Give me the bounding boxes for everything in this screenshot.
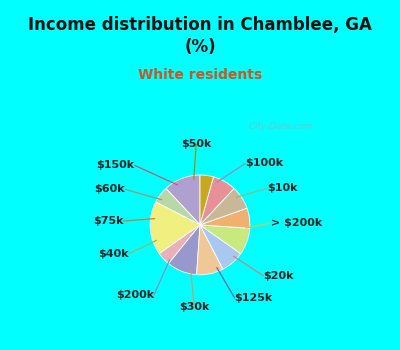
Wedge shape <box>159 225 200 264</box>
Text: > $200k: > $200k <box>271 218 322 228</box>
Text: $60k: $60k <box>94 184 125 194</box>
Text: $200k: $200k <box>116 290 154 300</box>
Text: $125k: $125k <box>234 293 273 303</box>
Wedge shape <box>200 188 247 225</box>
Wedge shape <box>168 225 200 275</box>
Text: White residents: White residents <box>138 68 262 82</box>
Text: $40k: $40k <box>98 248 129 259</box>
Text: $10k: $10k <box>267 183 298 194</box>
Wedge shape <box>200 208 250 228</box>
Wedge shape <box>200 177 234 225</box>
Wedge shape <box>200 175 214 225</box>
Text: $50k: $50k <box>181 139 211 149</box>
Text: $30k: $30k <box>179 302 210 312</box>
Text: $75k: $75k <box>93 216 123 226</box>
Wedge shape <box>200 225 250 254</box>
Wedge shape <box>166 175 200 225</box>
Text: Income distribution in Chamblee, GA
(%): Income distribution in Chamblee, GA (%) <box>28 16 372 56</box>
Wedge shape <box>150 202 200 254</box>
Text: $100k: $100k <box>245 159 283 168</box>
Wedge shape <box>156 188 200 225</box>
Wedge shape <box>196 225 223 275</box>
Text: $150k: $150k <box>97 160 135 170</box>
Text: $20k: $20k <box>263 271 294 281</box>
Text: City-Data.com: City-Data.com <box>243 122 313 131</box>
Wedge shape <box>200 225 241 269</box>
